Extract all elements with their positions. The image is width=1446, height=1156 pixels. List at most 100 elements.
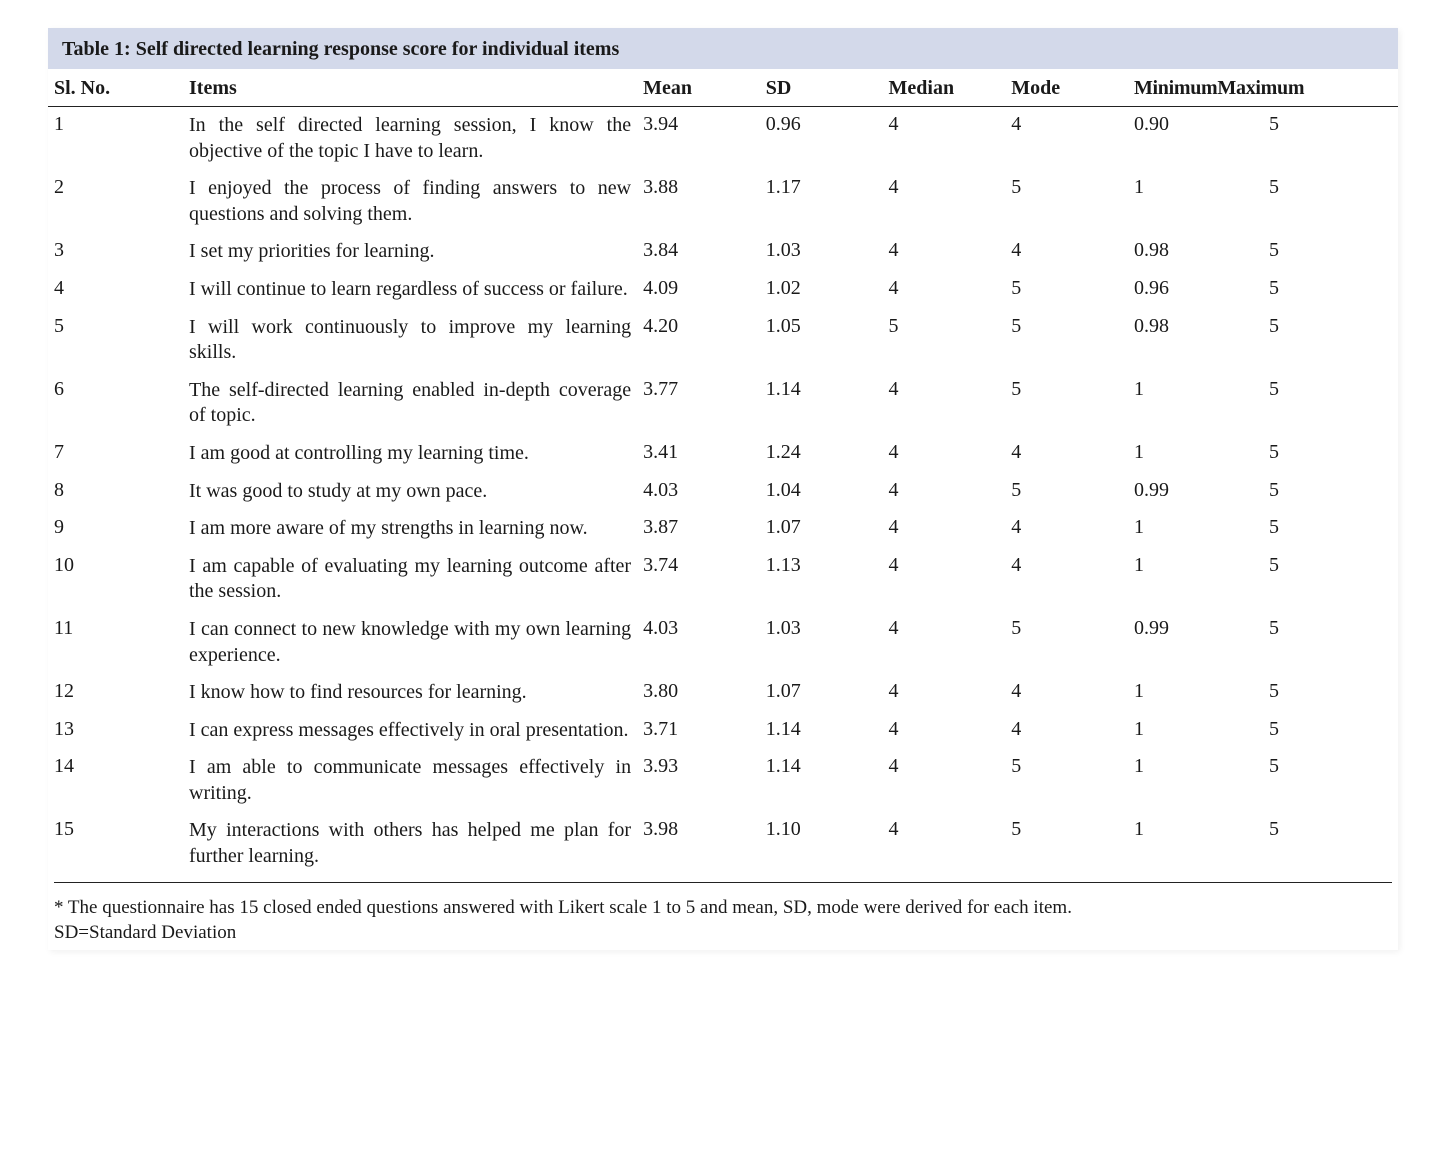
cell-sd: 1.03: [760, 611, 883, 674]
cell-max: 5: [1263, 271, 1398, 309]
cell-mode: 5: [1005, 611, 1128, 674]
cell-item: My interactions with others has helped m…: [183, 812, 637, 875]
cell-mode: 4: [1005, 107, 1128, 171]
cell-mode: 4: [1005, 712, 1128, 750]
col-header-sd: SD: [760, 69, 883, 107]
col-header-minimum: Minimum: [1134, 77, 1217, 99]
cell-sl: 13: [48, 712, 183, 750]
col-header-maximum: Maximum: [1217, 77, 1304, 99]
cell-sl: 4: [48, 271, 183, 309]
cell-mode: 5: [1005, 271, 1128, 309]
table-row: 15 My interactions with others has helped…: [48, 812, 1398, 875]
cell-mean: 4.20: [637, 309, 760, 372]
cell-mode: 5: [1005, 473, 1128, 511]
col-header-median: Median: [883, 69, 1006, 107]
table-row: 11I can connect to new knowledge with my…: [48, 611, 1398, 674]
cell-item: I will continue to learn regardless of s…: [183, 271, 637, 309]
cell-sd: 1.07: [760, 674, 883, 712]
cell-mode: 5: [1005, 309, 1128, 372]
cell-sl: 12: [48, 674, 183, 712]
cell-mean: 4.09: [637, 271, 760, 309]
cell-sd: 1.02: [760, 271, 883, 309]
cell-min: 1: [1128, 712, 1263, 750]
table-row: 10I am capable of evaluating my learning…: [48, 548, 1398, 611]
cell-sl: 2: [48, 170, 183, 233]
cell-min: 1: [1128, 510, 1263, 548]
cell-mean: 3.74: [637, 548, 760, 611]
cell-sd: 1.14: [760, 372, 883, 435]
cell-median: 4: [883, 674, 1006, 712]
cell-mean: 3.87: [637, 510, 760, 548]
cell-mean: 3.77: [637, 372, 760, 435]
cell-median: 5: [883, 309, 1006, 372]
cell-item: I set my priorities for learning.: [183, 233, 637, 271]
cell-min: 1: [1128, 548, 1263, 611]
cell-median: 4: [883, 170, 1006, 233]
cell-min: 0.99: [1128, 611, 1263, 674]
cell-max: 5: [1263, 674, 1398, 712]
table-row: 8It was good to study at my own pace.4.0…: [48, 473, 1398, 511]
cell-max: 5: [1263, 233, 1398, 271]
cell-mode: 5: [1005, 749, 1128, 812]
col-header-mode: Mode: [1005, 69, 1128, 107]
table-row: 12I know how to find resources for learn…: [48, 674, 1398, 712]
cell-max: 5: [1263, 510, 1398, 548]
cell-mean: 3.93: [637, 749, 760, 812]
cell-sd: 1.14: [760, 712, 883, 750]
cell-median: 4: [883, 107, 1006, 171]
cell-sl: 6: [48, 372, 183, 435]
cell-sd: 1.24: [760, 435, 883, 473]
cell-sd: 1.03: [760, 233, 883, 271]
cell-item: The self-directed learning enabled in-de…: [183, 372, 637, 435]
cell-item: It was good to study at my own pace.: [183, 473, 637, 511]
cell-max: 5: [1263, 548, 1398, 611]
cell-sl: 8: [48, 473, 183, 511]
table-bottom-rule: [48, 876, 1398, 889]
cell-min: 0.98: [1128, 233, 1263, 271]
cell-mean: 3.94: [637, 107, 760, 171]
col-header-sl: Sl. No.: [48, 69, 183, 107]
cell-mean: 3.71: [637, 712, 760, 750]
table-row: 1In the self directed learning session, …: [48, 107, 1398, 171]
footnote-line-2: SD=Standard Deviation: [54, 920, 1392, 946]
cell-mean: 3.84: [637, 233, 760, 271]
cell-sl: 7: [48, 435, 183, 473]
cell-item: In the self directed learning session, I…: [183, 107, 637, 171]
cell-mode: 5: [1005, 372, 1128, 435]
cell-max: 5: [1263, 812, 1398, 875]
cell-median: 4: [883, 271, 1006, 309]
cell-sl: 10: [48, 548, 183, 611]
cell-min: 1: [1128, 674, 1263, 712]
footnote-line-1: * The questionnaire has 15 closed ended …: [54, 895, 1392, 921]
table-row: 7I am good at controlling my learning ti…: [48, 435, 1398, 473]
cell-sd: 1.04: [760, 473, 883, 511]
cell-mean: 4.03: [637, 611, 760, 674]
cell-sd: 1.10: [760, 812, 883, 875]
cell-sl: 3: [48, 233, 183, 271]
cell-min: 0.98: [1128, 309, 1263, 372]
data-table: Sl. No. Items Mean SD Median Mode Minimu…: [48, 69, 1398, 889]
cell-min: 1: [1128, 812, 1263, 875]
cell-median: 4: [883, 435, 1006, 473]
col-header-min-max: MinimumMaximum: [1128, 69, 1398, 107]
cell-min: 0.99: [1128, 473, 1263, 511]
table-row: 9I am more aware of my strengths in lear…: [48, 510, 1398, 548]
cell-mode: 4: [1005, 510, 1128, 548]
table-row: 3I set my priorities for learning.3.841.…: [48, 233, 1398, 271]
cell-sd: 0.96: [760, 107, 883, 171]
cell-max: 5: [1263, 749, 1398, 812]
cell-min: 1: [1128, 435, 1263, 473]
cell-sl: 11: [48, 611, 183, 674]
cell-mode: 4: [1005, 548, 1128, 611]
cell-max: 5: [1263, 107, 1398, 171]
cell-mode: 4: [1005, 435, 1128, 473]
cell-mode: 5: [1005, 170, 1128, 233]
cell-item: I am good at controlling my learning tim…: [183, 435, 637, 473]
cell-item: I enjoyed the process of finding answers…: [183, 170, 637, 233]
table-body: 1 In the self directed learning session, …: [48, 107, 1398, 889]
cell-sl: 5: [48, 309, 183, 372]
table-row: 14I am able to communicate messages effe…: [48, 749, 1398, 812]
cell-min: 1: [1128, 372, 1263, 435]
cell-mean: 3.41: [637, 435, 760, 473]
table-row: 13I can express messages effectively in …: [48, 712, 1398, 750]
